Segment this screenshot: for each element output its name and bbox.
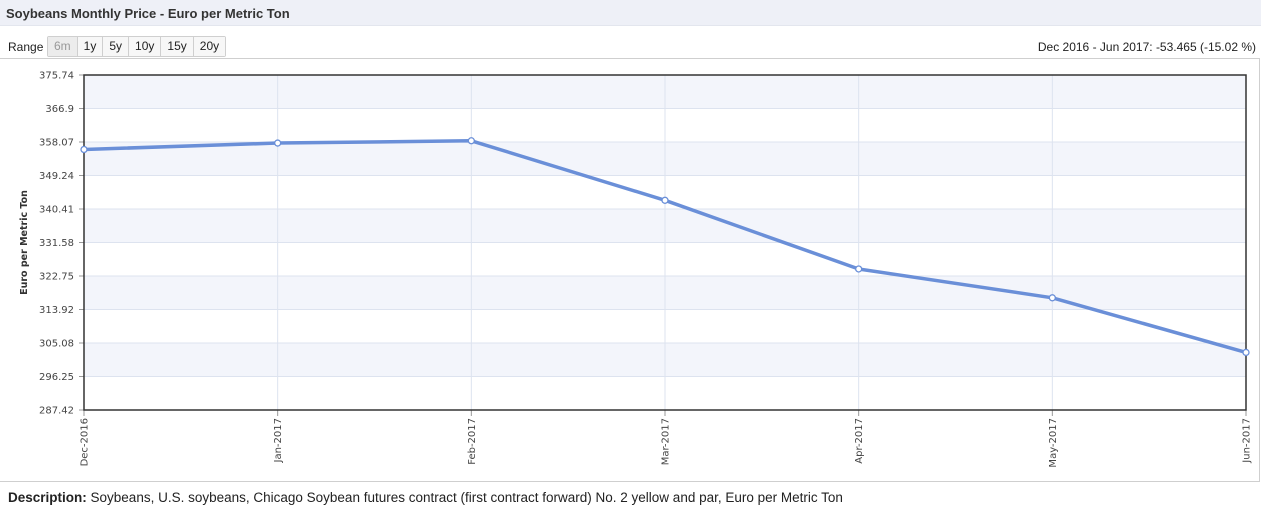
chart-header: Soybeans Monthly Price - Euro per Metric… — [0, 0, 1261, 26]
range-button-15y[interactable]: 15y — [161, 37, 194, 56]
y-tick-label: 349.24 — [39, 171, 74, 182]
data-point — [274, 139, 282, 147]
range-button-5y[interactable]: 5y — [103, 37, 130, 56]
data-point — [661, 196, 669, 204]
x-tick-label: Jun-2017 — [1242, 418, 1253, 464]
x-tick-label: Feb-2017 — [467, 418, 478, 465]
x-tick-label: Apr-2017 — [854, 418, 865, 464]
y-tick-label: 375.74 — [39, 71, 74, 82]
y-tick-label: 358.07 — [39, 138, 74, 149]
range-button-1y[interactable]: 1y — [77, 37, 104, 56]
y-tick-label: 322.75 — [39, 272, 74, 283]
y-tick-label: 313.92 — [39, 305, 74, 316]
y-tick-label: 331.58 — [39, 238, 74, 249]
x-tick-label: Dec-2016 — [80, 418, 91, 466]
data-point — [80, 145, 88, 154]
x-tick-label: Mar-2017 — [661, 418, 672, 465]
range-button-20y[interactable]: 20y — [193, 37, 226, 56]
y-tick-label: 340.41 — [39, 205, 74, 216]
y-tick-label: 366.9 — [45, 104, 74, 115]
line-chart: 375.74 366.9 358.07 349.24 340.41 331.58 322.7… — [19, 71, 1253, 468]
chart-frame — [0, 58, 1260, 482]
data-point — [855, 265, 863, 273]
chart-title: Soybeans Monthly Price - Euro per Metric… — [6, 6, 290, 21]
range-button-10y[interactable]: 10y — [129, 37, 162, 56]
description-text: Soybeans, U.S. soybeans, Chicago Soybean… — [90, 490, 843, 505]
range-button-6m[interactable]: 6m — [48, 37, 78, 56]
range-label: Range — [8, 40, 44, 54]
data-point — [1242, 348, 1250, 357]
range-button-group: 6m 1y 5y 10y 15y 20y — [47, 36, 227, 57]
y-axis-title: Euro per Metric Ton — [19, 190, 30, 295]
price-change-summary: Dec 2016 - Jun 2017: -53.465 (-15.02 %) — [1037, 40, 1256, 54]
y-tick-label: 296.25 — [39, 372, 74, 383]
description-label: Description: — [8, 490, 87, 505]
plot-border — [83, 74, 1247, 411]
y-tick-label: 305.08 — [39, 339, 74, 350]
x-tick-label: Jan-2017 — [273, 418, 284, 463]
x-tick-label: May-2017 — [1048, 418, 1059, 468]
description: Description: Soybeans, U.S. soybeans, Ch… — [8, 490, 843, 505]
y-tick-label: 287.42 — [39, 406, 74, 417]
range-toolbar: Range 6m 1y 5y 10y 15y 20y Dec 2016 - Ju… — [0, 35, 1261, 59]
data-point — [1048, 294, 1056, 302]
data-point — [467, 137, 475, 145]
